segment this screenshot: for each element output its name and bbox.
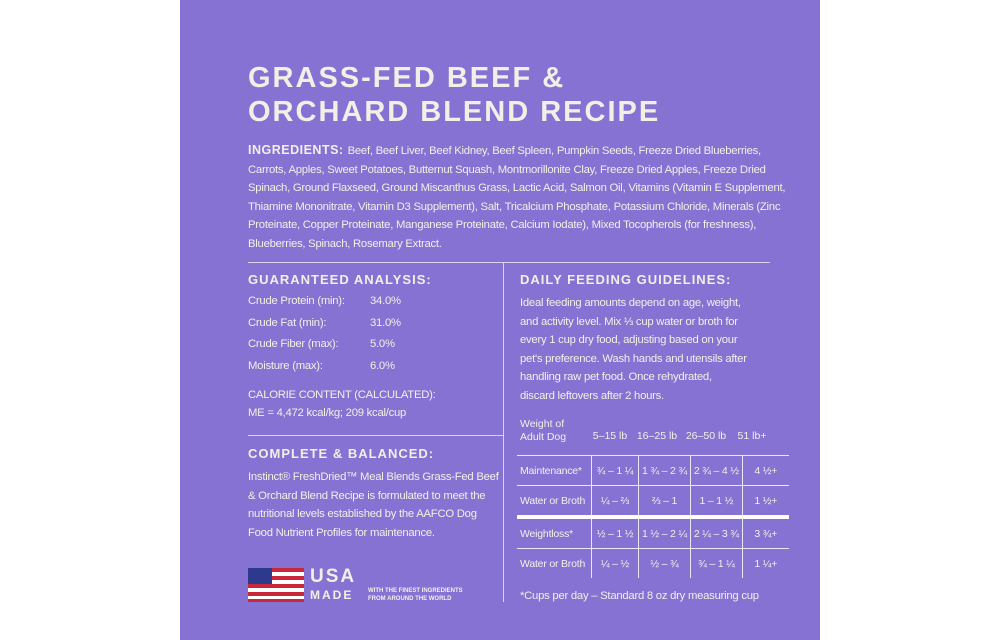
table-cell: ¾ – 1 ¼	[591, 455, 639, 486]
complete-text: Instinct® FreshDried™ Meal Blends Grass-…	[248, 468, 499, 543]
feeding-text: Ideal feeding amounts depend on age, wei…	[520, 294, 747, 405]
heading: COMPLETE & BALANCED:	[248, 446, 435, 461]
ingredients-line: Spinach, Ground Flaxseed, Ground Miscant…	[248, 179, 786, 198]
calorie-value: ME = 4,472 kcal/kg; 209 kcal/cup	[248, 407, 407, 419]
analysis-name: Crude Protein (min):	[248, 295, 345, 307]
text-line: & Orchard Blend Recipe is formulated to …	[248, 489, 486, 502]
ingredients-text: Blueberries, Spinach, Rosemary Extract.	[248, 237, 442, 250]
tagline: WITH THE FINEST INGREDIENTS FROM AROUND T…	[368, 587, 463, 603]
tagline-line: FROM AROUND THE WORLD	[368, 596, 452, 602]
ingredients: INGREDIENTS: Beef, Beef Liver, Beef Kidne…	[248, 141, 786, 254]
analysis-value: 5.0%	[370, 338, 395, 350]
table-cell: ½ – 1 ½	[591, 515, 639, 549]
analysis-value: 34.0%	[370, 295, 401, 307]
heading: DAILY FEEDING GUIDELINES:	[520, 272, 732, 287]
ingredients-text: Spinach, Ground Flaxseed, Ground Miscant…	[248, 182, 786, 195]
text-line: every 1 cup dry food, adjusting based on…	[520, 334, 738, 346]
column-header: 16–25 lb	[636, 430, 678, 442]
analysis-value: 31.0%	[370, 316, 401, 329]
title: ORCHARD BLEND RECIPE	[248, 96, 661, 128]
table-cell: 3 ¾+	[741, 515, 789, 549]
analysis-name: Crude Fat (min):	[248, 316, 327, 329]
ingredients-text: Beef, Beef Liver, Beef Kidney, Beef Sple…	[347, 145, 762, 157]
text-line: discard leftovers after 2 hours.	[520, 389, 664, 402]
divider	[248, 262, 770, 263]
text-line: and activity level. Mix ⅓ cup water or b…	[520, 315, 738, 328]
analysis-value: 6.0%	[370, 359, 395, 372]
table-cell: Water or Broth	[517, 485, 592, 517]
table-cell: ¾ – 1 ¼	[689, 548, 743, 578]
corner-line: Adult Dog	[520, 431, 567, 443]
column-header: 51 lb+	[737, 430, 767, 442]
footnote: *Cups per day – Standard 8 oz dry measur…	[520, 590, 759, 602]
table-corner: Weight of Adult Dog	[520, 418, 566, 444]
table-cell: Weightloss*	[517, 515, 592, 549]
table-cell: ¼ – ⅔	[591, 485, 639, 517]
divider	[503, 262, 504, 602]
divider	[248, 435, 503, 436]
column-header: 5–15 lb	[592, 430, 628, 442]
table-cell: Maintenance*	[517, 455, 592, 486]
table-cell: 2 ¾ – 4 ½	[689, 455, 743, 486]
table-cell: ½ – ¾	[638, 548, 691, 578]
column-header: 26–50 lb	[685, 430, 727, 442]
text-line: nutritional levels established by the AA…	[248, 508, 477, 521]
table-cell: ¼ – ½	[591, 548, 639, 578]
table-cell: 1 ¾ – 2 ¾	[638, 455, 691, 486]
flag	[248, 568, 304, 602]
label-panel: GRASS-FED BEEF & ORCHARD BLEND RECIPE IN…	[180, 0, 820, 640]
title: GRASS-FED BEEF &	[248, 62, 566, 94]
analysis-name: Moisture (max):	[248, 359, 323, 372]
ingredients-line: Carrots, Apples, Sweet Potatoes, Buttern…	[248, 161, 785, 180]
ingredients-line: Blueberries, Spinach, Rosemary Extract.	[248, 235, 785, 254]
table-cell: 4 ½+	[741, 455, 789, 486]
tagline-line: WITH THE FINEST INGREDIENTS	[368, 588, 463, 594]
corner-line: Weight of	[520, 418, 565, 430]
ingredients-label: INGREDIENTS:	[248, 143, 344, 157]
text-line: pet's preference. Wash hands and utensil…	[520, 352, 747, 365]
text-line: Ideal feeding amounts depend on age, wei…	[520, 297, 741, 309]
made: MADE	[310, 588, 354, 602]
ingredients-line: Proteinate, Copper Proteinate, Manganese…	[248, 216, 785, 235]
table-cell: 1 ½+	[741, 485, 789, 517]
usa: USA	[310, 566, 357, 587]
ingredients-line: INGREDIENTS: Beef, Beef Liver, Beef Kidne…	[248, 141, 785, 161]
calorie-heading: CALORIE CONTENT (CALCULATED):	[248, 389, 436, 401]
heading: GUARANTEED ANALYSIS:	[248, 272, 432, 287]
ingredients-text: Proteinate, Copper Proteinate, Manganese…	[248, 219, 757, 232]
table-cell: 1 ½ – 2 ¼	[638, 515, 691, 549]
text-line: Food Nutrient Profiles for maintenance.	[248, 527, 435, 540]
table-cell: ⅔ – 1	[638, 485, 691, 517]
analysis-name: Crude Fiber (max):	[248, 338, 339, 350]
ingredients-text: Thiamine Mononitrate, Vitamin D3 Supplem…	[248, 200, 781, 213]
ingredients-text: Carrots, Apples, Sweet Potatoes, Buttern…	[248, 163, 766, 176]
table-cell: 1 ¼+	[741, 548, 789, 578]
text-line: handling raw pet food. Once rehydrated,	[520, 371, 712, 383]
ingredients-line: Thiamine Mononitrate, Vitamin D3 Supplem…	[248, 198, 785, 217]
table-cell: 1 – 1 ½	[689, 485, 743, 517]
table-cell: 2 ¼ – 3 ¾	[689, 515, 743, 549]
text-line: Instinct® FreshDried™ Meal Blends Grass-…	[248, 471, 499, 483]
table-cell: Water or Broth	[517, 548, 592, 578]
